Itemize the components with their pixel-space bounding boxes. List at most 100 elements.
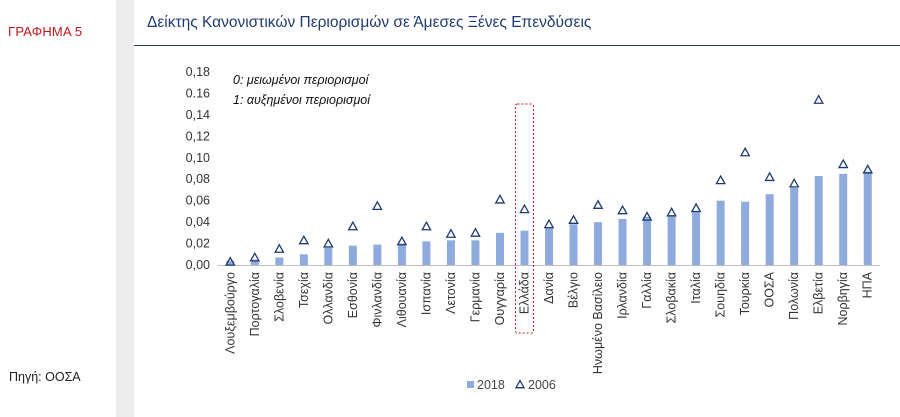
bar-2018 xyxy=(397,243,406,265)
bar-2018 xyxy=(348,245,357,265)
x-category-label: ΟΟΣΑ xyxy=(763,271,777,307)
annotation-text: 1: αυξημένοι περιορισμοί xyxy=(233,93,371,107)
x-category-label: Ιρλανδία xyxy=(616,272,630,319)
x-category-label: Βέλγιο xyxy=(567,272,581,308)
bar-2018 xyxy=(643,216,652,265)
x-category-label: Σλοβακία xyxy=(665,272,679,323)
bar-2018 xyxy=(667,215,676,265)
marker-2006 xyxy=(690,202,702,213)
source-label: Πηγή: ΟΟΣΑ xyxy=(9,370,81,384)
x-category-label: Σουηδία xyxy=(714,272,728,317)
bar-2018 xyxy=(741,201,750,265)
x-category-label: Γερμανία xyxy=(468,272,482,322)
bar-2018 xyxy=(569,224,578,265)
y-tick-label: 0,10 xyxy=(186,151,210,165)
figure-label: ΓΡΑΦΗΜΑ 5 xyxy=(8,24,83,39)
y-tick-label: 0,08 xyxy=(186,172,210,186)
marker-2006 xyxy=(715,174,726,185)
chart-annotations: 0: μειωμένοι περιορισμοί 1: αυξημένοι περ… xyxy=(233,73,371,107)
x-category-label: Τσεχία xyxy=(297,272,311,308)
side-panel: ΓΡΑΦΗΜΑ 5 Πηγή: ΟΟΣΑ xyxy=(0,0,116,417)
y-tick-label: 0.16 xyxy=(186,86,210,100)
x-category-label: Δανία xyxy=(542,272,556,304)
marker-2006 xyxy=(298,234,310,245)
x-category-label: Ισπανία xyxy=(419,272,433,315)
x-category-label: Ολλανδία xyxy=(321,272,335,324)
marker-2006 xyxy=(543,218,555,229)
x-category-label: Ηνωμένο Βασίλειο xyxy=(591,272,605,374)
marker-2006 xyxy=(617,204,628,215)
bar-2018 xyxy=(839,173,848,265)
bar-2018 xyxy=(299,254,308,265)
marker-2006 xyxy=(470,227,481,237)
bar-2018 xyxy=(520,230,529,265)
marker-2006 xyxy=(592,199,604,209)
bar-2018 xyxy=(790,187,799,265)
bar-2018 xyxy=(324,247,333,265)
gutter-divider xyxy=(116,0,134,417)
marker-2006 xyxy=(519,203,530,214)
x-category-label: Γαλλία xyxy=(640,272,654,309)
marker-2006 xyxy=(421,220,432,231)
x-category-label: Πορτογαλία xyxy=(248,272,262,336)
title-rule xyxy=(134,45,900,46)
x-category-label: Σλοβενία xyxy=(272,272,286,322)
bar-2018 xyxy=(250,259,259,265)
legend-swatch-2018 xyxy=(467,381,474,388)
x-category-label: Ελβετία xyxy=(812,272,826,314)
x-category-label: Ουγγαρία xyxy=(493,272,507,325)
bar-2018 xyxy=(692,211,701,265)
bar-2018 xyxy=(594,222,603,265)
marker-2006 xyxy=(862,164,874,174)
x-category-label: Λουξεμβούργο xyxy=(223,272,237,354)
bar-2018 xyxy=(618,218,627,265)
x-category-label: Φινλανδία xyxy=(370,272,384,328)
y-tick-label: 0,00 xyxy=(186,258,210,272)
x-category-label: Λιθουανία xyxy=(395,272,409,327)
marker-2006 xyxy=(494,194,506,204)
marker-2006 xyxy=(568,214,579,224)
marker-2006 xyxy=(739,146,751,157)
bar-2018 xyxy=(863,171,872,265)
bar-chart: 0,00 0,02 0,04 0,06 0,08 0,10 0,12 0,14 0.16 0,18… xyxy=(186,65,880,392)
x-category-label: Νορβηγία xyxy=(836,272,850,326)
bar-2018 xyxy=(765,194,774,265)
annotation-text: 0: μειωμένοι περιορισμοί xyxy=(233,73,370,87)
x-axis-labels: Λουξεμβούργο Πορτογαλία Σλοβενία Τσεχία Ολλα… xyxy=(223,103,875,374)
bar-2018 xyxy=(275,257,284,265)
marker-2006 xyxy=(372,200,383,211)
y-tick-label: 0,14 xyxy=(186,108,210,122)
marker-2006 xyxy=(249,251,261,262)
x-category-label: Ελλάδα xyxy=(517,272,531,314)
bar-2018 xyxy=(716,200,725,265)
legend-label-2018: 2018 xyxy=(477,378,505,392)
marker-2006 xyxy=(347,220,359,231)
x-category-label: Πολωνία xyxy=(787,272,801,320)
marker-2006 xyxy=(224,256,236,266)
x-category-label: Τουρκία xyxy=(738,272,752,315)
highlight-box xyxy=(514,103,534,334)
chart-panel: Δείκτης Κανονιστικών Περιορισμών σε Άμεσ… xyxy=(134,0,900,417)
marker-2006 xyxy=(323,238,334,248)
chart-legend: 2018 2006 xyxy=(467,378,556,392)
bar-2018 xyxy=(373,244,382,265)
y-axis: 0,00 0,02 0,04 0,06 0,08 0,10 0,12 0,14 0.16 0,18 xyxy=(186,65,880,272)
marker-series-2006 xyxy=(224,94,874,266)
marker-2006 xyxy=(764,171,775,182)
marker-2006 xyxy=(666,206,677,217)
x-category-label: Εσθονία xyxy=(346,272,360,318)
marker-2006 xyxy=(788,177,800,188)
y-tick-label: 0,06 xyxy=(186,194,210,208)
marker-2006 xyxy=(445,228,457,238)
bar-2018 xyxy=(495,232,504,265)
x-category-label: Λετονία xyxy=(444,272,458,314)
y-tick-label: 0,12 xyxy=(186,129,210,143)
y-tick-label: 0,18 xyxy=(186,65,210,79)
marker-2006 xyxy=(813,94,825,104)
marker-2006 xyxy=(641,211,653,221)
x-category-label: ΗΠΑ xyxy=(861,271,875,298)
legend-label-2006: 2006 xyxy=(528,378,556,392)
bar-2018 xyxy=(814,176,823,265)
bar-2018 xyxy=(446,240,455,265)
legend-marker-2006 xyxy=(514,379,526,389)
